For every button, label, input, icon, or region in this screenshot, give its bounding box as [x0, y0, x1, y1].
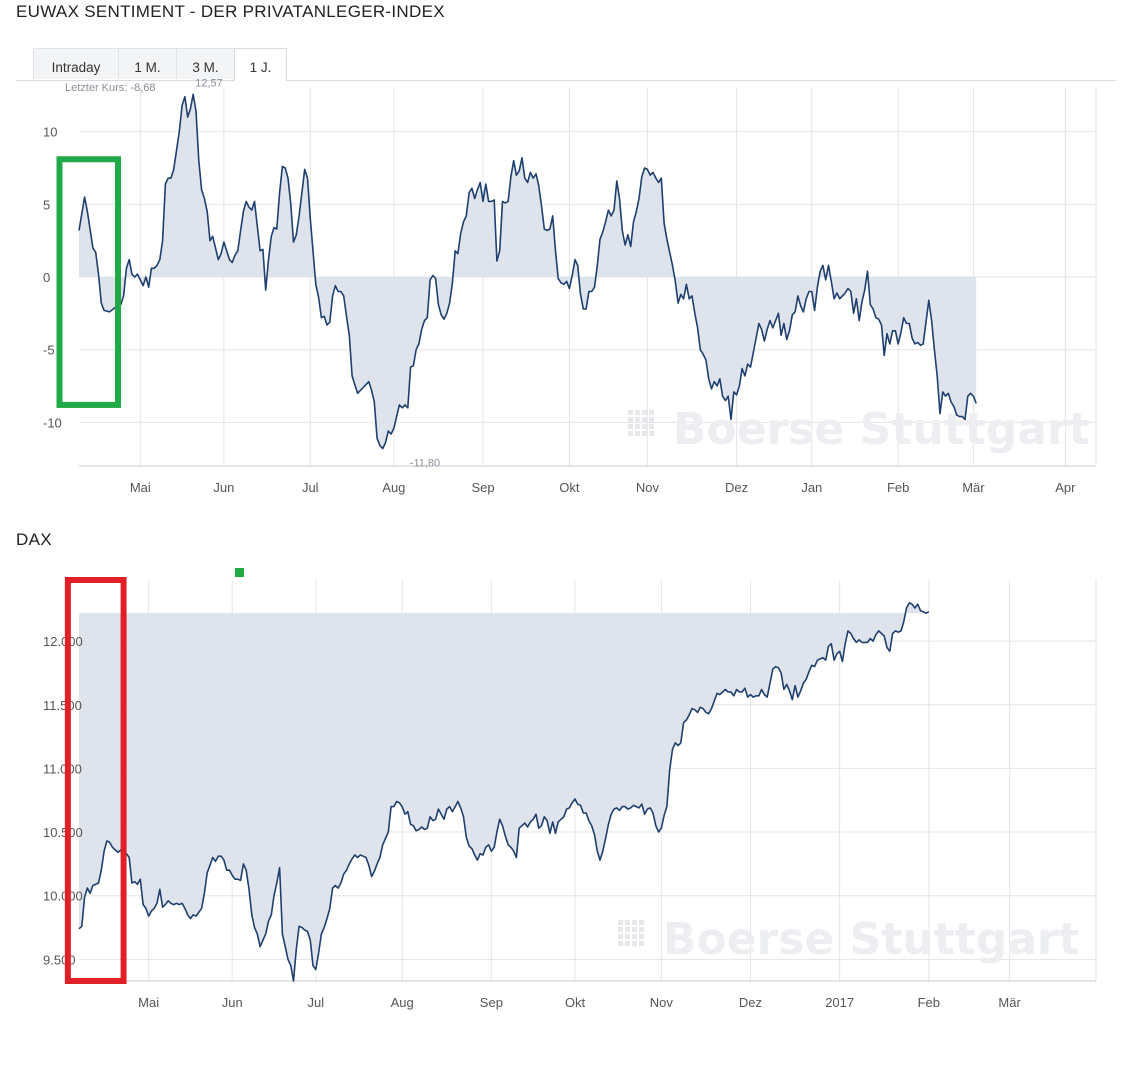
- watermark-dot: [635, 424, 640, 429]
- dax-x-tick-label: Mär: [998, 995, 1021, 1010]
- watermark-dot: [649, 424, 654, 429]
- dax-x-tick-label: Mai: [138, 995, 159, 1010]
- euwax-x-tick-label: Nov: [636, 480, 660, 495]
- euwax-x-tick-label: Mai: [130, 480, 151, 495]
- euwax-y-tick-label: 10: [43, 125, 57, 140]
- dax-x-tick-label: Okt: [565, 995, 586, 1010]
- euwax-x-tick-label: Mär: [962, 480, 985, 495]
- watermark-dot: [639, 927, 644, 932]
- watermark-dot: [642, 417, 647, 422]
- watermark-dot: [642, 424, 647, 429]
- watermark-dot: [618, 941, 623, 946]
- watermark-dot: [649, 431, 654, 436]
- watermark-dot: [642, 410, 647, 415]
- euwax-chart-title: EUWAX SENTIMENT - DER PRIVATANLEGER-INDE…: [16, 2, 445, 21]
- watermark-dot: [632, 941, 637, 946]
- euwax-extreme-label: 12,57: [195, 77, 223, 89]
- euwax-watermark-text: Boerse Stuttgart: [673, 404, 1090, 455]
- euwax-x-tick-label: Aug: [382, 480, 405, 495]
- dax-x-tick-label: Aug: [391, 995, 414, 1010]
- euwax-x-tick-label: Jan: [801, 480, 822, 495]
- watermark-dot: [625, 920, 630, 925]
- dax-watermark-text: Boerse Stuttgart: [663, 914, 1080, 965]
- watermark-dot: [625, 927, 630, 932]
- dax-highlight-box: [64, 577, 127, 984]
- watermark-dot: [628, 431, 633, 436]
- euwax-x-tick-label: Dez: [725, 480, 748, 495]
- dax-x-tick-label: 2017: [825, 995, 854, 1010]
- euwax-series-line: [78, 93, 977, 450]
- watermark-dot: [628, 410, 633, 415]
- euwax-x-tick-label: Sep: [471, 480, 494, 495]
- dax-chart-title: DAX: [16, 530, 52, 549]
- euwax-y-tick-label: 5: [43, 197, 50, 212]
- dax-x-tick-label: Sep: [480, 995, 503, 1010]
- euwax-extreme-label: -11,80: [410, 458, 440, 470]
- watermark-dot: [618, 927, 623, 932]
- watermark-dot: [639, 920, 644, 925]
- euwax-y-tick-label: -10: [43, 415, 62, 430]
- dax-x-tick-label: Feb: [918, 995, 940, 1010]
- watermark-dot: [642, 431, 647, 436]
- dax-x-tick-label: Dez: [739, 995, 762, 1010]
- tab-intraday[interactable]: Intraday: [33, 48, 119, 79]
- watermark-dot: [632, 920, 637, 925]
- dax-y-tick-label: 10.000: [43, 889, 83, 904]
- period-tab-bar: Intraday 1 M. 3 M. 1 J.: [16, 48, 1116, 81]
- tab-3-months[interactable]: 3 M.: [176, 48, 235, 79]
- watermark-dot: [628, 417, 633, 422]
- euwax-x-tick-label: Apr: [1055, 480, 1076, 495]
- euwax-sentiment-chart: Boerse Stuttgart 10 5 0 -5 -10 Mai Jun Jul Aug Sep…: [43, 77, 1097, 495]
- watermark-dot: [625, 934, 630, 939]
- euwax-x-tick-label: Jul: [302, 480, 319, 495]
- watermark-dot: [618, 934, 623, 939]
- watermark-dot: [632, 927, 637, 932]
- euwax-x-tick-label: Feb: [887, 480, 909, 495]
- watermark-dot: [649, 410, 654, 415]
- watermark-dot: [635, 410, 640, 415]
- last-price-label: Letzter Kurs: -8,68: [65, 82, 156, 94]
- watermark-dot: [618, 920, 623, 925]
- dax-y-tick-label: 12.000: [43, 634, 83, 649]
- euwax-highlight-box: [56, 156, 122, 408]
- watermark-dot: [625, 941, 630, 946]
- euwax-x-tick-label: Jun: [213, 480, 234, 495]
- dax-x-tick-label: Jun: [222, 995, 243, 1010]
- tab-1-year[interactable]: 1 J.: [234, 48, 287, 81]
- dax-y-tick-label: 10.500: [43, 825, 83, 840]
- watermark-dot: [635, 431, 640, 436]
- dax-y-tick-label: 11.000: [43, 761, 82, 776]
- euwax-y-tick-label: -5: [43, 343, 55, 358]
- dax-green-marker: [235, 568, 244, 577]
- dax-series-line: [78, 602, 930, 982]
- watermark-dot: [639, 941, 644, 946]
- watermark-dot: [635, 417, 640, 422]
- euwax-watermark-logo: [628, 410, 654, 436]
- dax-x-tick-label: Nov: [650, 995, 674, 1010]
- dax-watermark-logo: [618, 920, 644, 946]
- euwax-y-tick-label: 0: [43, 270, 50, 285]
- euwax-x-tick-label: Okt: [559, 480, 580, 495]
- watermark-dot: [628, 424, 633, 429]
- dax-y-tick-label: 11.500: [43, 698, 82, 713]
- watermark-dot: [639, 934, 644, 939]
- dax-x-tick-label: Jul: [308, 995, 325, 1010]
- dax-area-fill: [79, 602, 929, 981]
- watermark-dot: [632, 934, 637, 939]
- watermark-dot: [649, 417, 654, 422]
